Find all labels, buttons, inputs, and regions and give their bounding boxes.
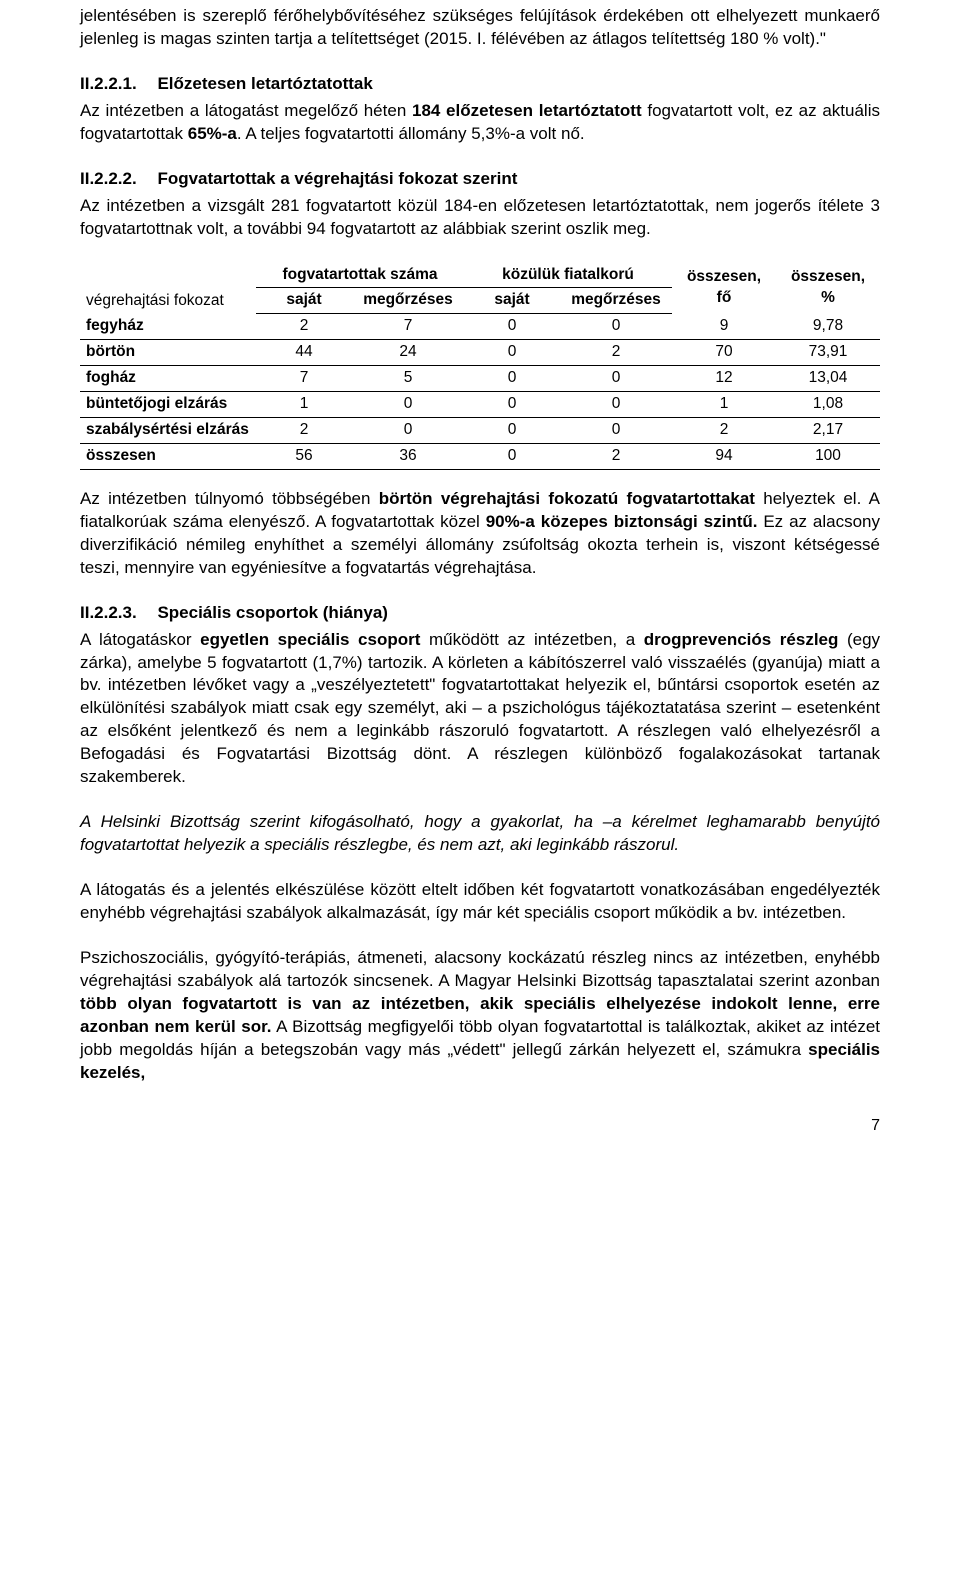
cell: 0 [560,314,672,340]
text-bold: 184 előzetesen letartóztatott [412,101,642,120]
cell: 94 [672,443,776,469]
text: működött az intézetben, a [420,630,643,649]
text-bold: drogprevenciós részleg [644,630,839,649]
cell: 36 [352,443,464,469]
row-label: börtön [80,340,256,366]
text-bold: 65%-a [188,124,237,143]
cell: 7 [256,366,352,392]
cell: 2 [672,418,776,444]
cell: 0 [560,366,672,392]
cell: 1 [672,392,776,418]
table-row: fegyház270099,78 [80,314,880,340]
heading-number: II.2.2.2. [80,169,137,188]
row-label: szabálysértési elzárás [80,418,256,444]
cell: 0 [464,340,560,366]
table-row: szabálysértési elzárás200022,17 [80,418,880,444]
cell: 100 [776,443,880,469]
cell: 1 [256,392,352,418]
text-bold: egyetlen speciális csoport [200,630,420,649]
cell: 2 [256,314,352,340]
heading-ii222: II.2.2.2. Fogvatartottak a végrehajtási … [80,168,880,191]
cell: 44 [256,340,352,366]
row-label: fogház [80,366,256,392]
col-megorzeses-1: megőrzéses [352,288,464,314]
intro-text: jelentésében is szereplő férőhelybővítés… [80,6,880,48]
text: A látogatás és a jelentés elkészülése kö… [80,880,880,922]
col-group-fogvatartottak: fogvatartottak száma [256,263,464,288]
cell: 0 [560,392,672,418]
text-bold: 90%-a közepes biztonsági szintű. [486,512,758,531]
col-sajat-1: saját [256,288,352,314]
cell: 1,08 [776,392,880,418]
col-group-fiatalkoru: közülük fiatalkorú [464,263,672,288]
text: Pszichoszociális, gyógyító-terápiás, átm… [80,948,880,990]
table-row: fogház75001213,04 [80,366,880,392]
cell: 0 [352,418,464,444]
cell: 0 [352,392,464,418]
s223-p2-italic: A Helsinki Bizottság szerint kifogásolha… [80,811,880,857]
cell: 0 [464,314,560,340]
cell: 0 [464,392,560,418]
cell: 56 [256,443,352,469]
s222-paragraph: Az intézetben a vizsgált 281 fogvatartot… [80,195,880,241]
text-bold: börtön végrehajtási fokozatú fogvatartot… [379,489,755,508]
text: A Helsinki Bizottság szerint kifogásolha… [80,812,880,854]
cell: 7 [352,314,464,340]
table-corner: végrehajtási fokozat [80,263,256,314]
s223-p3: A látogatás és a jelentés elkészülése kö… [80,879,880,925]
row-label: büntetőjogi elzárás [80,392,256,418]
text: . A teljes fogvatartotti állomány 5,3%-a… [237,124,585,143]
cell: 2 [560,443,672,469]
text: A látogatáskor [80,630,200,649]
page-number: 7 [80,1115,880,1137]
s222-after-paragraph: Az intézetben túlnyomó többségében börtö… [80,488,880,580]
cell: 2,17 [776,418,880,444]
cell: 2 [256,418,352,444]
cell: 5 [352,366,464,392]
text: Az intézetben túlnyomó többségében [80,489,379,508]
text: Az intézetben a látogatást megelőző héte… [80,101,412,120]
cell: 12 [672,366,776,392]
s223-p1: A látogatáskor egyetlen speciális csopor… [80,629,880,790]
heading-title: Speciális csoportok (hiánya) [157,603,388,622]
cell: 0 [464,443,560,469]
text: (egy zárka), amelybe 5 fogvatartott (1,7… [80,630,880,787]
cell: 24 [352,340,464,366]
s223-p4: Pszichoszociális, gyógyító-terápiás, átm… [80,947,880,1085]
cell: 13,04 [776,366,880,392]
cell: 9,78 [776,314,880,340]
intro-paragraph: jelentésében is szereplő férőhelybővítés… [80,5,880,51]
row-label: összesen [80,443,256,469]
table-row: börtön4424027073,91 [80,340,880,366]
row-label: fegyház [80,314,256,340]
col-megorzeses-2: megőrzéses [560,288,672,314]
cell: 0 [464,418,560,444]
heading-number: II.2.2.3. [80,603,137,622]
heading-number: II.2.2.1. [80,74,137,93]
fokozat-table: végrehajtási fokozat fogvatartottak szám… [80,263,880,470]
document-page: jelentésében is szereplő férőhelybővítés… [0,0,960,1156]
text: Az intézetben a vizsgált 281 fogvatartot… [80,196,880,238]
cell: 9 [672,314,776,340]
table-row: összesen56360294100 [80,443,880,469]
cell: 70 [672,340,776,366]
col-osszesen-pct: összesen, % [776,263,880,314]
cell: 2 [560,340,672,366]
table-row: büntetőjogi elzárás100011,08 [80,392,880,418]
heading-ii223: II.2.2.3. Speciális csoportok (hiánya) [80,602,880,625]
heading-title: Előzetesen letartóztatottak [157,74,372,93]
col-sajat-2: saját [464,288,560,314]
heading-ii221: II.2.2.1. Előzetesen letartóztatottak [80,73,880,96]
col-osszesen-fo: összesen, fő [672,263,776,314]
heading-title: Fogvatartottak a végrehajtási fokozat sz… [157,169,517,188]
cell: 0 [464,366,560,392]
cell: 0 [560,418,672,444]
s221-paragraph: Az intézetben a látogatást megelőző héte… [80,100,880,146]
cell: 73,91 [776,340,880,366]
